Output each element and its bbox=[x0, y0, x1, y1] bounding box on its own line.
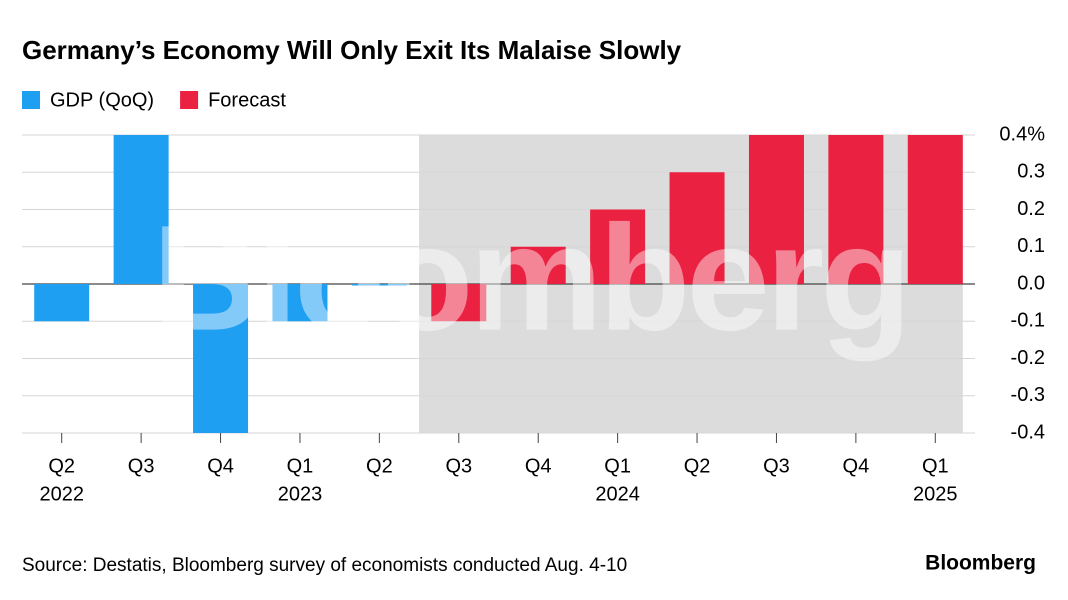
legend-swatch bbox=[180, 91, 199, 109]
x-year-label: 2024 bbox=[595, 483, 640, 505]
x-tick-label: Q2 bbox=[366, 455, 393, 477]
x-tick-label: Q4 bbox=[843, 455, 870, 477]
bar bbox=[907, 135, 963, 284]
bar bbox=[510, 246, 566, 284]
x-tick-label: Q4 bbox=[207, 455, 234, 477]
x-tick-label: Q4 bbox=[525, 455, 552, 477]
source: Source: Destatis, Bloomberg survey of ec… bbox=[22, 555, 627, 576]
y-tick-label: 0.0 bbox=[1017, 272, 1045, 294]
legend-label: GDP (QoQ) bbox=[50, 89, 154, 111]
watermark: Bloomberg bbox=[152, 194, 908, 362]
bar bbox=[193, 284, 249, 433]
bar bbox=[590, 209, 646, 284]
x-tick-label: Q3 bbox=[763, 455, 790, 477]
legend-label: Forecast bbox=[208, 89, 286, 111]
legend: GDP (QoQ) Forecast bbox=[22, 89, 286, 111]
chart-title: Germany’s Economy Will Only Exit Its Mal… bbox=[22, 35, 682, 65]
y-tick-label: -0.4 bbox=[1011, 421, 1045, 443]
legend-swatch bbox=[22, 91, 40, 109]
y-tick-label: -0.3 bbox=[1011, 384, 1045, 406]
x-tick-label: Q2 bbox=[48, 455, 75, 477]
x-year-label: 2022 bbox=[39, 483, 84, 505]
x-tick-label: Q3 bbox=[445, 455, 472, 477]
bar bbox=[828, 135, 884, 284]
bar bbox=[748, 135, 804, 284]
bar bbox=[351, 284, 407, 286]
bar bbox=[431, 284, 487, 322]
y-tick-label: 0.4% bbox=[999, 123, 1045, 145]
x-tick-label: Q3 bbox=[128, 455, 155, 477]
y-tick-label: 0.2 bbox=[1017, 198, 1045, 220]
x-tick-label: Q1 bbox=[604, 455, 631, 477]
x-year-label: 2025 bbox=[913, 483, 958, 505]
y-tick-label: -0.1 bbox=[1011, 310, 1045, 332]
bar bbox=[272, 284, 328, 322]
logo: Bloomberg bbox=[925, 552, 1036, 575]
y-tick-label: 0.3 bbox=[1017, 161, 1045, 183]
y-tick-label: -0.2 bbox=[1011, 347, 1045, 369]
x-tick-label: Q1 bbox=[922, 455, 949, 477]
y-tick-label: 0.1 bbox=[1017, 235, 1045, 257]
x-tick-label: Q1 bbox=[287, 455, 314, 477]
bar bbox=[669, 172, 725, 284]
bar bbox=[113, 135, 169, 284]
x-year-label: 2023 bbox=[278, 483, 323, 505]
bar bbox=[34, 284, 90, 322]
x-tick-label: Q2 bbox=[684, 455, 711, 477]
